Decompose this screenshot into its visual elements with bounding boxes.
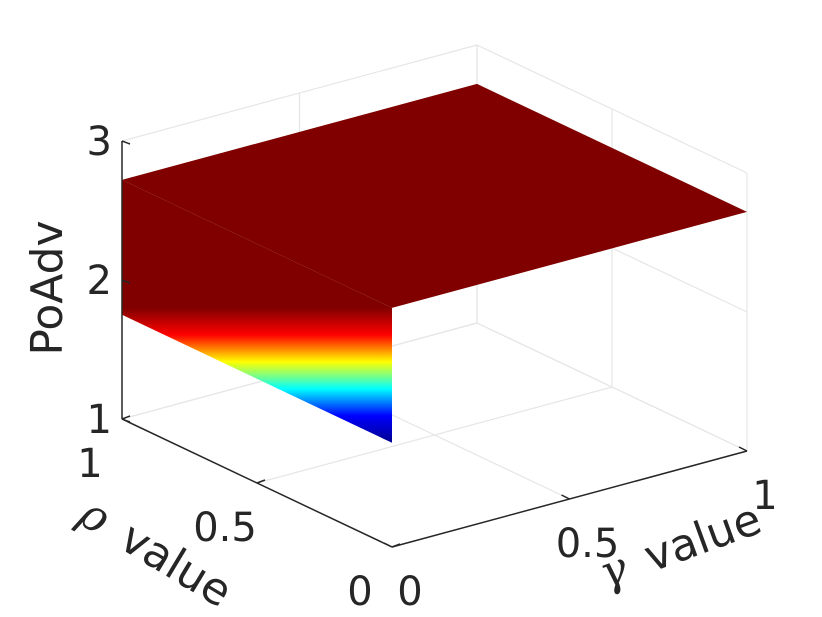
right-wall-grid-z-0: [476, 322, 748, 452]
z-tick-mark-0: [121, 418, 131, 423]
x-tick-mark-1: [561, 494, 570, 500]
x-axis-label: γ value: [592, 494, 768, 600]
y-axis-label-symbol: ρ: [69, 487, 118, 545]
z-tick-label-2: 3: [87, 119, 112, 165]
floor-grid-y-1: [256, 386, 613, 484]
y-tick-label-1: 0.5: [193, 505, 257, 551]
x-axis-label-text: value: [638, 494, 768, 583]
z-tick-mark-2: [121, 140, 131, 145]
x-axis-label-symbol: γ: [592, 542, 635, 599]
surface-plateau: [122, 83, 747, 308]
back-wall-grid-z-2: [121, 44, 478, 142]
x-tick-label-0: 0: [397, 569, 422, 615]
y-tick-mark-1: [256, 479, 266, 484]
y-tick-label-0: 0: [347, 569, 372, 615]
x-tick-label-1: 0.5: [556, 521, 620, 567]
surface-gradient-face: [122, 179, 392, 443]
x-tick-label-2: 1: [752, 473, 777, 519]
y-tick-label-2: 1: [77, 441, 102, 487]
y-tick-mark-2: [121, 415, 131, 420]
x-tick-mark-2: [738, 446, 748, 452]
x-tick-mark-0: [383, 542, 393, 548]
z-tick-label-1: 2: [87, 258, 112, 304]
y-tick-mark-0: [391, 543, 401, 548]
surface: [122, 83, 747, 443]
right-wall-grid-z-2: [476, 44, 748, 174]
z-tick-label-0: 1: [87, 397, 112, 443]
z-tick-mark-1: [121, 279, 131, 284]
z-axis-label: PoAdv: [22, 220, 73, 355]
